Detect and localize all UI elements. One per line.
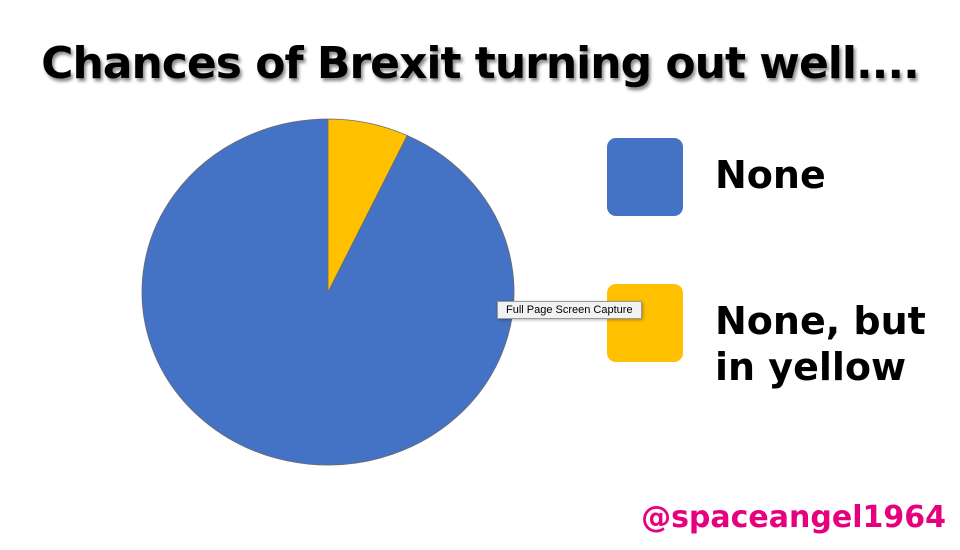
chart-title: Chances of Brexit turning out well....: [41, 38, 920, 89]
legend-swatch: [607, 138, 683, 216]
watermark: @spaceangel1964: [641, 500, 946, 535]
legend-item: None, but in yellow: [607, 284, 935, 390]
legend-label: None, but in yellow: [715, 299, 926, 389]
legend-item: None: [607, 138, 935, 216]
legend-swatch: [607, 284, 683, 362]
tooltip: Full Page Screen Capture: [497, 301, 642, 319]
pie-slice: [327, 118, 408, 293]
legend-label: None: [715, 153, 826, 197]
